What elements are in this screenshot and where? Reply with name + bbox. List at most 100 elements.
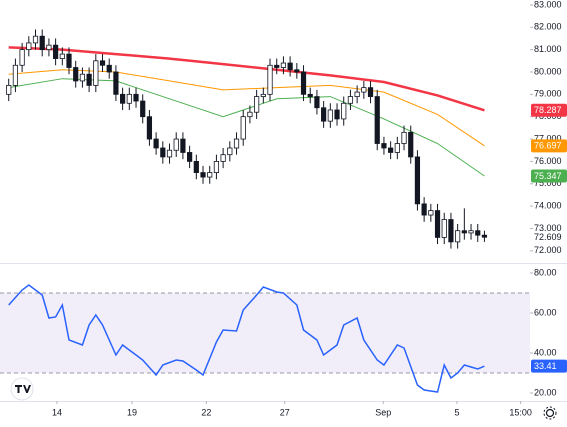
candle-body [401,131,407,144]
badge-bg [531,139,567,153]
candle [220,147,226,169]
candle [414,150,421,211]
candle-body [187,152,193,162]
candle [307,87,313,104]
candle [434,203,441,245]
candle-body [280,62,287,68]
y-tick-label: 72.000 [534,245,562,255]
candle-body [421,203,427,216]
candle [160,141,166,164]
candle-body [153,138,159,149]
candle-body [341,102,347,120]
candle-body [455,230,461,243]
x-tick-label: Sep [375,407,391,417]
candle [79,67,86,88]
candle [200,165,206,184]
candle-body [19,49,25,66]
y-tick-label: 77.000 [534,133,562,143]
candle [106,58,112,79]
candle [207,165,213,184]
candle-body [240,116,246,140]
candle-body [126,93,132,104]
candle-body [213,161,220,173]
candle-body [146,116,153,140]
candle-body [314,96,320,109]
candle [455,223,461,249]
candle [401,125,407,151]
candle-body [347,96,354,104]
candle [367,80,374,104]
candle [421,197,427,222]
candle-body [254,96,260,113]
candle-body [220,154,226,162]
candle-body [120,93,126,104]
candle-body [200,172,206,178]
badge-bg [531,169,567,183]
candle-body [173,138,179,151]
candle-body [53,44,59,59]
candle [53,38,59,66]
candle [233,132,240,155]
x-tick-label: 5 [454,407,459,417]
candle [32,29,39,50]
candle-body [307,93,313,97]
candle [461,208,467,240]
candle-body [106,64,112,73]
candle [86,67,92,93]
candle-body [32,35,39,44]
candle [381,136,387,155]
candle-body [475,230,481,236]
candle-body [93,60,99,86]
candle [247,105,253,124]
candle-body [334,109,340,120]
candle [300,65,307,102]
y-tick-label: 20.00 [534,387,557,397]
candle [347,89,354,110]
candle-body [86,73,92,86]
candle [193,154,199,180]
candle-body [73,67,79,82]
candle-body [367,87,374,97]
y-tick-label: 60.00 [534,307,557,317]
candle [227,141,233,162]
candle [59,47,65,66]
candle-body [374,96,380,144]
candle-body [39,35,45,51]
settings-icon[interactable] [543,406,557,420]
candle-body [408,131,414,158]
price-badge: 72.609 [534,232,562,242]
candle [153,132,159,155]
candle-body [6,84,12,95]
candle [113,65,119,102]
candle-body [394,143,400,153]
candle-body [448,219,454,243]
x-tick-label: 15:00 [509,407,532,417]
candle-body [207,172,213,178]
candle [468,223,474,240]
candle-body [294,69,300,73]
y-tick-label: 81.000 [534,44,562,54]
price-badge: 76.697 [531,139,567,153]
y-tick-label: 80.000 [534,66,562,76]
candle [66,47,72,75]
candle-body [260,93,266,97]
candle-body [388,147,394,153]
y-tick-label: 74.000 [534,200,562,210]
candle-body [247,111,253,118]
candle [12,58,19,93]
candle-body [267,64,273,95]
candle [6,78,12,102]
candle [39,29,45,57]
candle-body [468,230,474,234]
candle-body [99,60,106,66]
candle [133,87,139,108]
candle [274,58,280,75]
x-tick-label: 22 [201,407,211,417]
candle [187,145,193,169]
candle [408,125,414,164]
candle-body [193,161,199,173]
candle [321,101,327,128]
candle-body [354,91,360,97]
candle [394,136,400,160]
